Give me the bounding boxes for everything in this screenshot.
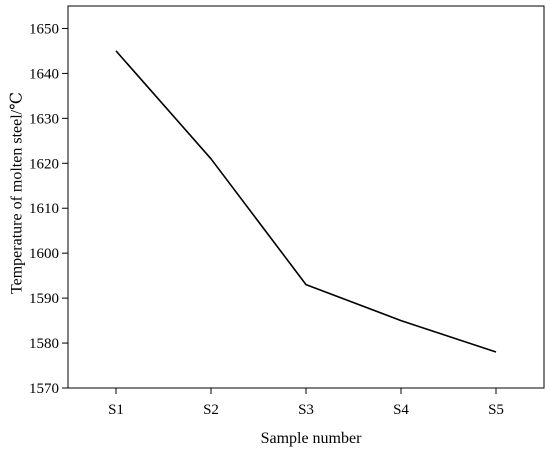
series-line bbox=[115, 50, 497, 353]
x-tick-label: S1 bbox=[108, 402, 124, 418]
x-axis-ticks: S1 S2 S3 S4 S5 bbox=[108, 388, 504, 418]
y-tick-label: 1640 bbox=[29, 66, 59, 82]
y-tick-label: 1630 bbox=[29, 111, 59, 127]
y-tick-label: 1620 bbox=[29, 156, 59, 172]
x-tick-label: S3 bbox=[298, 402, 314, 418]
y-axis-title: Temperature of molten steel/℃ bbox=[9, 92, 26, 294]
x-tick-label: S5 bbox=[488, 402, 504, 418]
x-tick-label: S2 bbox=[203, 402, 219, 418]
x-axis-title: Sample number bbox=[261, 430, 363, 447]
x-tick-label: S4 bbox=[393, 402, 409, 418]
y-tick-label: 1610 bbox=[29, 201, 59, 217]
y-tick-label: 1650 bbox=[29, 21, 59, 37]
y-axis-ticks: 1570 1580 1590 1600 1610 1620 1630 1640 1650 bbox=[29, 21, 68, 397]
y-tick-label: 1600 bbox=[29, 246, 59, 262]
y-tick-label: 1590 bbox=[29, 291, 59, 307]
y-tick-label: 1570 bbox=[29, 381, 59, 397]
plot-frame bbox=[67, 5, 545, 389]
y-tick-label: 1580 bbox=[29, 336, 59, 352]
